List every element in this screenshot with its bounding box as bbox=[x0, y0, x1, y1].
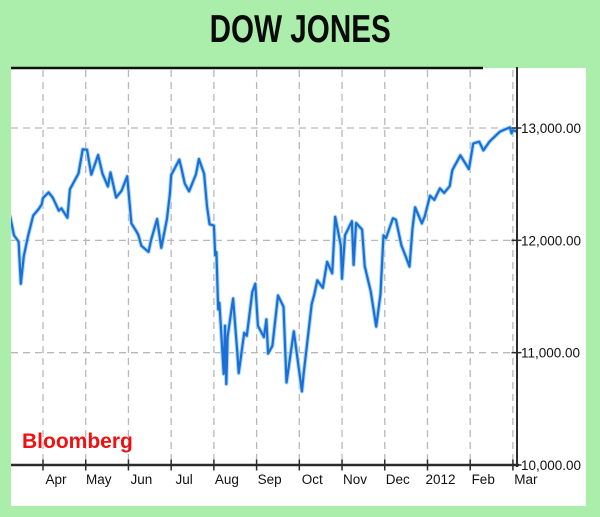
x-axis-label: Jun bbox=[131, 472, 153, 487]
x-axis-label: Jul bbox=[176, 472, 193, 487]
title-text: DOW JONES bbox=[209, 8, 391, 51]
x-axis-label: May bbox=[86, 472, 112, 487]
x-axis-label: Mar bbox=[514, 472, 538, 487]
x-axis-label: Aug bbox=[215, 472, 239, 487]
y-axis-label: 13,000.00 bbox=[521, 121, 581, 136]
x-axis-label: Oct bbox=[302, 472, 323, 487]
x-axis-label: 2012 bbox=[425, 472, 455, 487]
price-line bbox=[11, 126, 517, 393]
x-axis-label: Nov bbox=[343, 472, 367, 487]
page-title: DOW JONES bbox=[0, 10, 600, 50]
y-axis-label: 11,000.00 bbox=[521, 346, 580, 361]
x-axis-label: Dec bbox=[386, 472, 410, 487]
x-axis-label: Apr bbox=[45, 472, 67, 487]
y-axis-label: 10,000.00 bbox=[521, 458, 581, 473]
bloomberg-watermark: Bloomberg bbox=[22, 430, 133, 453]
x-axis-label: Feb bbox=[472, 472, 495, 487]
y-axis-label: 12,000.00 bbox=[521, 233, 581, 248]
x-axis-label: Sep bbox=[258, 472, 282, 487]
